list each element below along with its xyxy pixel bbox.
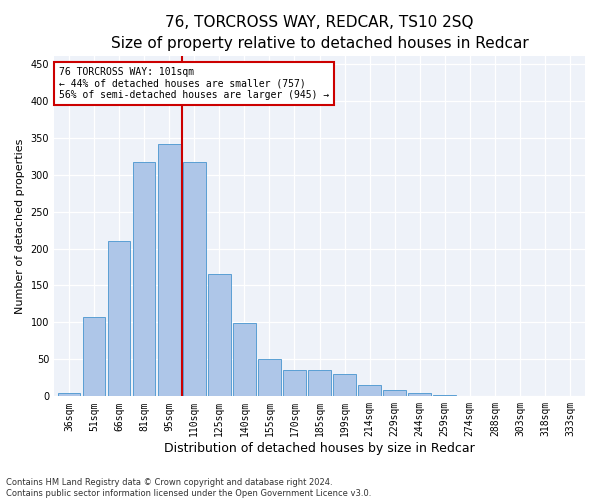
Text: Contains HM Land Registry data © Crown copyright and database right 2024.
Contai: Contains HM Land Registry data © Crown c… bbox=[6, 478, 371, 498]
Bar bbox=[383, 390, 406, 396]
Bar bbox=[233, 323, 256, 396]
Bar bbox=[258, 360, 281, 397]
X-axis label: Distribution of detached houses by size in Redcar: Distribution of detached houses by size … bbox=[164, 442, 475, 455]
Bar bbox=[409, 392, 431, 396]
Bar bbox=[108, 241, 130, 396]
Bar bbox=[358, 385, 381, 396]
Bar bbox=[333, 374, 356, 396]
Bar bbox=[208, 274, 230, 396]
Bar bbox=[133, 162, 155, 396]
Y-axis label: Number of detached properties: Number of detached properties bbox=[15, 138, 25, 314]
Bar bbox=[433, 395, 456, 396]
Title: 76, TORCROSS WAY, REDCAR, TS10 2SQ
Size of property relative to detached houses : 76, TORCROSS WAY, REDCAR, TS10 2SQ Size … bbox=[110, 15, 529, 51]
Bar bbox=[58, 392, 80, 396]
Bar bbox=[158, 144, 181, 396]
Bar bbox=[183, 162, 206, 396]
Bar bbox=[283, 370, 306, 396]
Bar bbox=[83, 317, 106, 396]
Bar bbox=[308, 370, 331, 396]
Text: 76 TORCROSS WAY: 101sqm
← 44% of detached houses are smaller (757)
56% of semi-d: 76 TORCROSS WAY: 101sqm ← 44% of detache… bbox=[59, 66, 329, 100]
